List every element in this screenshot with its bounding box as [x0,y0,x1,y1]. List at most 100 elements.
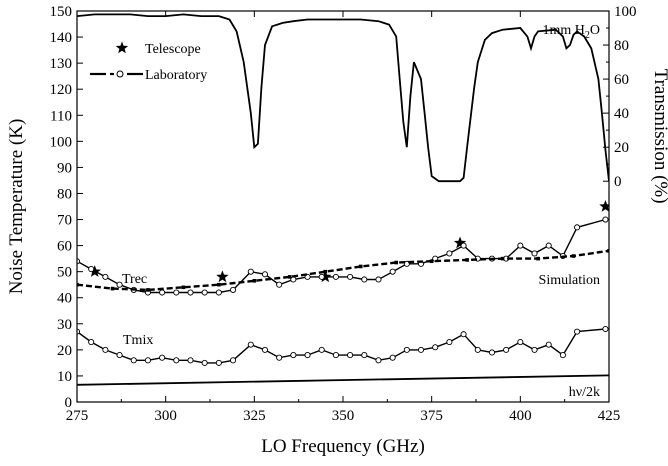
tmix-point [261,346,269,353]
tmix-point [215,359,222,366]
y-tick-label: 100 [50,134,73,150]
simulation-point [394,260,398,265]
simulation-point [465,258,469,262]
laboratory-point [460,242,467,249]
tmix-point [389,354,396,361]
simulation-line [77,249,609,292]
y-tick-label: 30 [57,317,72,333]
laboratory-point [173,289,180,296]
y-tick-label: 40 [57,291,72,307]
series-laboratory [77,216,609,296]
tmix-point [247,341,254,348]
x-tick-label: 400 [509,408,532,424]
tmix-annotation: Tmix [123,333,153,348]
x-tick-label: 350 [332,408,355,424]
tmix-point [276,354,283,361]
y2-tick-label: 40 [614,106,629,122]
h2o-prefix: 1mm H [542,23,584,38]
simulation-point [146,288,150,292]
laboratory-point [375,276,382,283]
tmix-point [574,328,581,335]
y-tick-label: 50 [57,265,72,281]
laboratory-point [347,273,354,280]
tmix-point [88,338,95,346]
simulation-point [536,256,540,261]
y-tick-label: 80 [57,186,72,202]
x-tick-label: 375 [420,408,443,424]
tmix-point [230,357,237,364]
simulation-annotation: Simulation [539,273,600,288]
tmix-point [318,346,325,353]
tmix-point [116,352,123,359]
laboratory-point [361,276,368,283]
plot-frame [76,10,610,403]
tick-labels: 275 300 325 350 375 400 4250102030405060708090… [50,4,637,424]
y-tick-label: 110 [50,108,72,124]
y2-tick-label: 20 [614,140,629,156]
tmix-point [130,357,137,364]
y-tick-label: 90 [57,160,72,176]
series-telescope [88,200,609,283]
legend-circle [116,70,124,78]
simulation-point [77,282,79,287]
legend-telescope-label: Telescope [145,42,201,57]
y-tick-label: 130 [50,56,73,72]
y-tick-label: 60 [57,239,72,255]
tmix-point [559,352,566,359]
simulation-point [110,286,115,291]
tmix-point [488,349,496,356]
laboratory-point [215,289,222,296]
simulation-point [358,264,363,269]
tmix-point [173,357,180,364]
laboratory-point [247,268,254,275]
y-tick-label: 0 [65,395,73,411]
x-tick-label: 325 [243,408,266,424]
1mm-h2o-line [77,13,609,183]
laboratory-point [318,273,325,280]
laboratory-point [187,289,194,296]
tmix-point [102,346,109,353]
y-tick-label: 150 [50,4,73,20]
laboratory-point [574,224,581,231]
laboratory-point [88,266,95,273]
legend-laboratory-marker [90,70,143,78]
laboratory-point [545,242,552,249]
laboratory-point [261,271,269,278]
y2-axis-label: Transmission (%) [650,69,668,204]
simulation-point [288,275,292,279]
laboratory-point [531,250,538,257]
tmix-point [503,346,510,353]
tmix-point [602,325,609,333]
h2o-suffix: O [590,23,600,38]
laboratory-point [276,281,283,288]
trec-annotation: Trec [122,272,147,287]
telescope-point [599,200,609,212]
y-tick-label: 20 [57,343,72,359]
tmix-point [417,346,425,353]
y2-tick-label: 100 [614,4,637,20]
y-tick-label: 10 [57,369,72,385]
laboratory-point [403,260,410,267]
x-axis-label: LO Frequency (GHz) [261,436,425,457]
telescope-point [216,270,229,283]
tmix-point [517,338,524,346]
y-tick-label: 140 [50,30,73,46]
legend-telescope-marker [115,41,129,54]
hv2k-annotation: hν/2k [569,385,600,400]
h2o-annotation: 1mm H2O [542,23,600,41]
simulation-point [500,256,505,261]
simulation-point [607,249,609,253]
simulation-point [252,278,257,283]
y-axis-label: Noise Temperature (K) [6,119,27,295]
series-h-2k [77,374,609,386]
tmix-point [474,346,481,353]
tmix-point [187,357,194,364]
tmix-point [304,352,311,359]
tmix-point [347,352,354,359]
x-tick-label: 300 [154,408,177,424]
tmix-point [201,359,208,366]
tmix-point [144,357,151,364]
laboratory-point [389,268,396,275]
laboratory-point [602,216,609,223]
laboratory-point [102,273,109,280]
